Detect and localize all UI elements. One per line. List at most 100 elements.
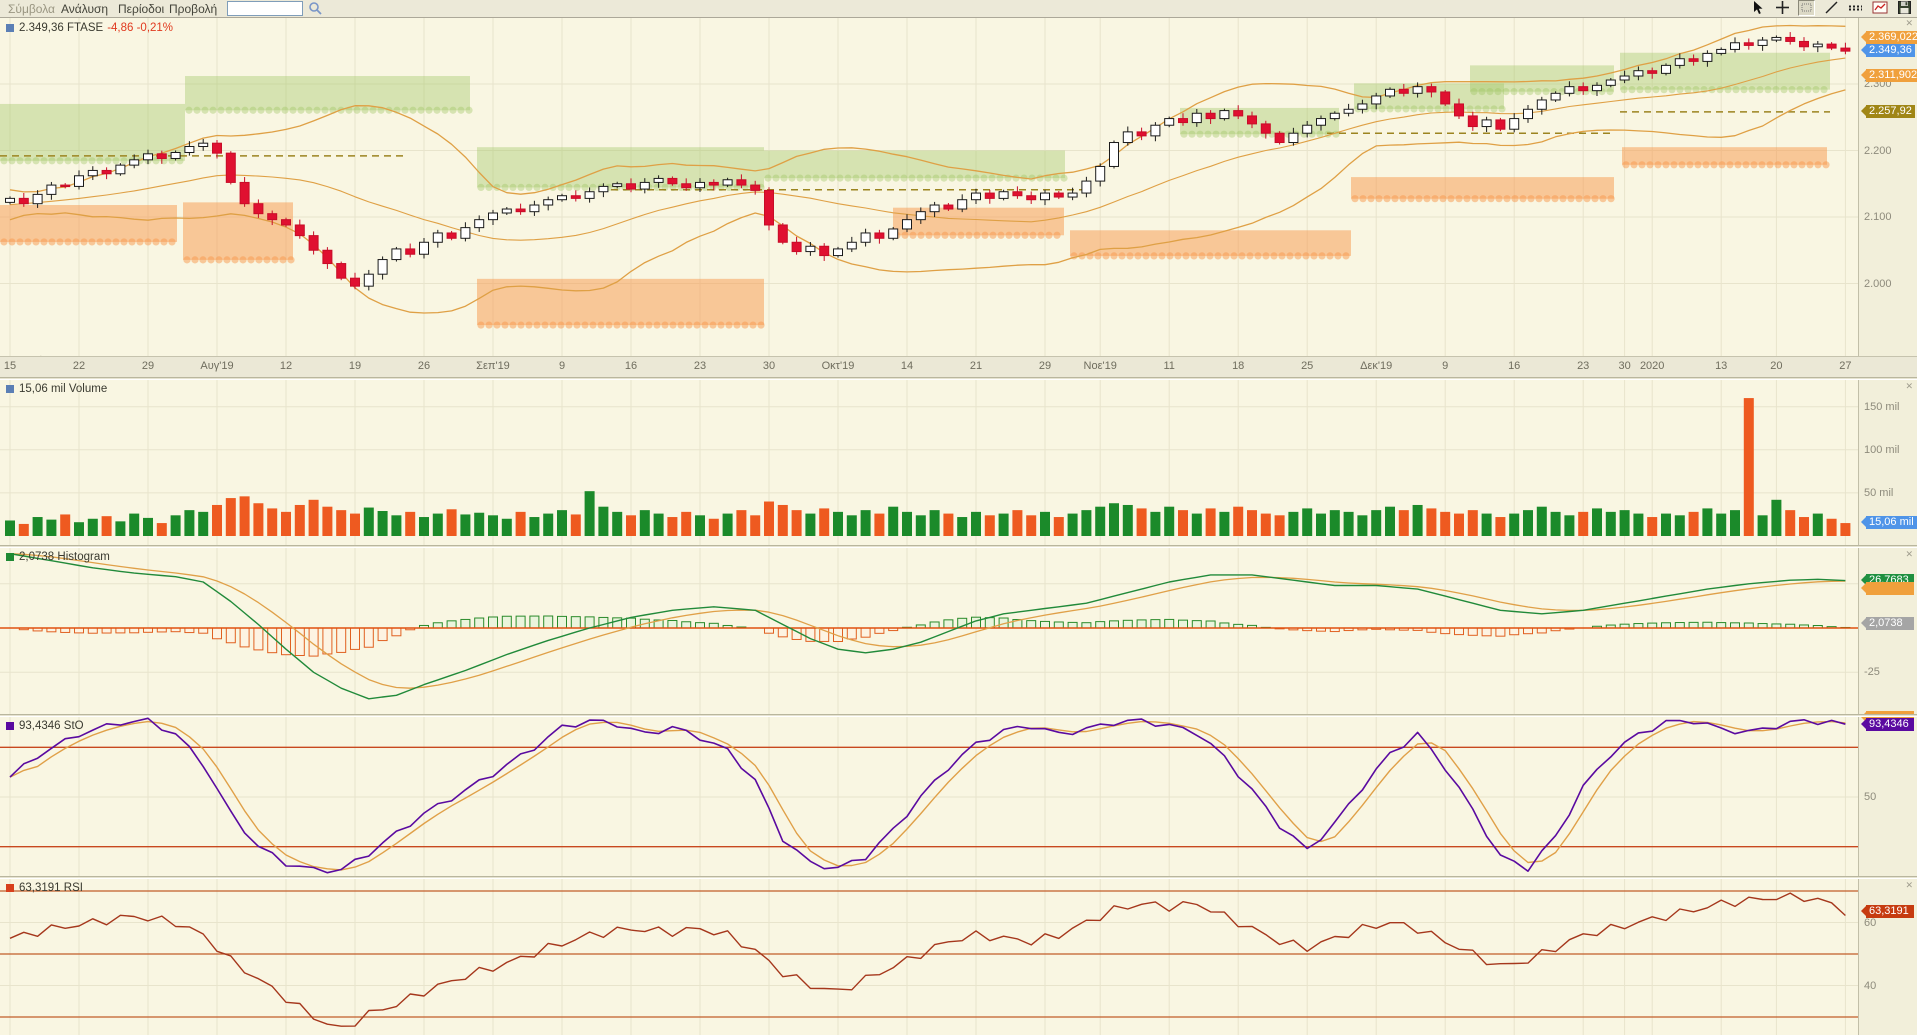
- rsi-legend: 63,3191 RSI: [6, 882, 83, 894]
- legend-name: StO: [63, 720, 84, 732]
- close-panel-icon[interactable]: ✕: [1905, 381, 1913, 391]
- legend-marker: [6, 385, 14, 393]
- legend-value: 63,3191: [19, 882, 61, 894]
- legend-marker: [6, 884, 14, 892]
- value-tag: 93,4346: [1861, 718, 1914, 732]
- rsi-panel: 63,3191 RSI ✕ 60 40 63,3191: [0, 879, 1917, 1035]
- cursor-tool-icon[interactable]: [1749, 0, 1766, 16]
- value-tag-notch: [1861, 574, 1866, 585]
- symbol-search-input[interactable]: [229, 2, 299, 14]
- volume-chart-canvas[interactable]: [0, 380, 1858, 545]
- axis-tick-label: 60: [1864, 916, 1877, 929]
- date-tick-label: 20: [1770, 360, 1783, 372]
- stochastic-legend: 93,4346 StO: [6, 720, 84, 732]
- date-tick-label: Σεπ'19: [476, 360, 510, 372]
- axis-tick-label: 2.100: [1864, 211, 1892, 223]
- date-tick-label: Νοε'19: [1083, 360, 1117, 372]
- date-tick-label: 14: [900, 360, 914, 372]
- indicator-chart-icon[interactable]: [1872, 0, 1889, 16]
- date-tick-label: Αυγ'19: [200, 360, 234, 372]
- legend-value: 15,06 mil: [19, 383, 66, 395]
- panel-splitter[interactable]: [0, 377, 1917, 380]
- search-icon[interactable]: [308, 1, 322, 20]
- price-panel: 2.349,36 FTASE-4,86 -0,21% ZTrade™ ✕ 2.3…: [0, 17, 1917, 368]
- value-tag-notch: [1861, 70, 1866, 81]
- close-panel-icon[interactable]: ✕: [1905, 549, 1913, 559]
- legend-change: -4,86 -0,21%: [107, 22, 174, 34]
- value-tag-notch: [1861, 582, 1866, 593]
- date-tick-label: 29: [1038, 360, 1052, 372]
- axis-tick-label: 40: [1864, 979, 1877, 992]
- macd-legend: 2,0738 Histogram: [6, 551, 110, 563]
- price-axis: ✕ 2.300 2.200 2.100 2.000 2.369,022 2.349,36 2…: [1858, 17, 1917, 356]
- value-tag-notch: [1861, 105, 1866, 116]
- date-tick-label: 23: [693, 360, 707, 372]
- close-panel-icon[interactable]: ✕: [1905, 880, 1913, 890]
- value-tag-notch: [1861, 517, 1866, 528]
- date-tick-label: 23: [1577, 360, 1590, 372]
- axis-tick-label: 150 mil: [1864, 400, 1900, 413]
- stochastic-chart-canvas[interactable]: [0, 717, 1858, 876]
- date-tick-label: 26: [417, 360, 431, 372]
- value-tag: 2,0738: [1861, 617, 1914, 631]
- price-legend: 2.349,36 FTASE -4,86 -0,21%: [6, 22, 173, 34]
- panel-splitter[interactable]: [0, 876, 1917, 879]
- axis-tick-label: 2.200: [1864, 144, 1892, 157]
- date-tick-label: 13: [1715, 360, 1728, 372]
- date-tick-label: 29: [141, 360, 155, 372]
- price-chart-canvas[interactable]: [0, 17, 1858, 356]
- macd-panel: 2,0738 Histogram ✕ -25 26,7683 2,0738: [0, 548, 1917, 714]
- chart-style-button[interactable]: [1798, 0, 1816, 16]
- value-tag-notch: [1861, 712, 1866, 723]
- panel-splitter[interactable]: [0, 714, 1917, 717]
- date-tick-label: 19: [348, 360, 362, 372]
- axis-tick-label: 50 mil: [1864, 486, 1894, 499]
- date-tick-label: Δεκ'19: [1360, 360, 1393, 372]
- date-tick-label: 12: [279, 360, 293, 372]
- date-tick-label: 18: [1232, 360, 1245, 372]
- date-tick-label: Οκτ'19: [821, 360, 855, 372]
- menu-analysis[interactable]: Ανάλυση: [61, 2, 109, 16]
- axis-tick-label: 100 mil: [1864, 443, 1900, 456]
- menu-view[interactable]: Προβολή: [169, 2, 218, 16]
- macd-axis: ✕ -25 26,7683 2,0738: [1858, 548, 1917, 714]
- legend-value: 93,4346: [19, 720, 61, 732]
- value-tag-notch: [1861, 618, 1866, 629]
- panel-splitter[interactable]: [0, 545, 1917, 548]
- value-tag: 2.311,902: [1861, 69, 1917, 83]
- value-tag-notch: [1861, 719, 1866, 730]
- dotted-line-tool-icon[interactable]: [1847, 0, 1864, 16]
- value-tag: [1861, 581, 1914, 595]
- axis-tick-label: -25: [1864, 666, 1880, 679]
- macd-chart-canvas[interactable]: [0, 548, 1858, 714]
- legend-marker: [6, 553, 14, 561]
- trendline-tool-icon[interactable]: [1823, 0, 1840, 16]
- legend-value: 2.349,36: [19, 22, 64, 34]
- date-tick-label: 15: [3, 360, 17, 372]
- legend-name: Histogram: [57, 551, 110, 563]
- menu-symbols[interactable]: Σύμβολα: [8, 2, 55, 16]
- date-tick-label: 25: [1301, 360, 1314, 372]
- value-tag-notch: [1861, 32, 1866, 43]
- axis-tick-label: 2.000: [1864, 277, 1892, 290]
- rsi-axis: ✕ 60 40 63,3191: [1858, 879, 1917, 1035]
- value-tag: 2.257,92: [1861, 104, 1915, 118]
- legend-marker: [6, 24, 14, 32]
- date-axis: 15 22 29 Αυγ'19 12 19 26 Σεπ'19 9 16 23 30 Οκτ'19 14 2…: [0, 356, 1917, 377]
- legend-name: Volume: [68, 383, 108, 395]
- menu-periods[interactable]: Περίοδοι: [118, 2, 165, 16]
- save-icon[interactable]: [1896, 0, 1913, 16]
- close-panel-icon[interactable]: ✕: [1905, 18, 1913, 28]
- date-tick-label: 21: [969, 360, 983, 372]
- rsi-chart-canvas[interactable]: [0, 879, 1858, 1035]
- volume-legend: 15,06 mil Volume: [6, 383, 107, 395]
- date-tick-label: 9: [558, 360, 566, 372]
- legend-name: RSI: [63, 882, 83, 894]
- date-tick-label: 16: [624, 360, 638, 372]
- legend-marker: [6, 722, 14, 730]
- crosshair-tool-icon[interactable]: [1774, 0, 1791, 16]
- date-tick-label: 27: [1839, 360, 1852, 372]
